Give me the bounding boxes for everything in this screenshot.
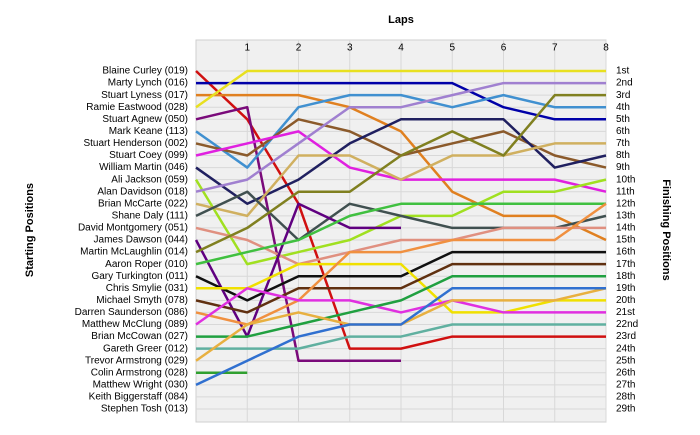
- start-label: Blaine Curley (019): [102, 66, 188, 77]
- start-label: Darren Saunderson (086): [75, 307, 188, 318]
- y-tick-label: 18th: [616, 271, 635, 282]
- start-label: Matthew McClung (089): [82, 319, 188, 330]
- start-label: Ali Jackson (059): [111, 174, 188, 185]
- driver-line: [195, 202, 607, 326]
- driver-line: [195, 287, 606, 386]
- x-tick-label: 1: [244, 43, 250, 54]
- start-label: David Montgomery (051): [78, 223, 188, 234]
- y-tick-label: 26th: [616, 367, 635, 378]
- start-label: Keith Biggerstaff (084): [89, 392, 188, 403]
- driver-line: [195, 93, 606, 169]
- y-tick-label: 19th: [616, 283, 635, 294]
- start-label: Brian McCarte (022): [98, 198, 188, 209]
- start-label: Stuart Agnew (050): [102, 114, 188, 125]
- y-tick-label: 15th: [616, 235, 635, 246]
- y-tick-label: 5th: [616, 114, 630, 125]
- x-tick-label: 7: [552, 43, 558, 54]
- y-tick-label: 6th: [616, 126, 630, 137]
- x-tick-label: 8: [603, 43, 609, 54]
- driver-line: [196, 262, 606, 314]
- driver-line: [195, 105, 401, 362]
- driver-line: [196, 93, 607, 242]
- start-label: Stuart Coey (099): [109, 150, 188, 161]
- start-label: Alan Davidson (018): [97, 186, 188, 197]
- y-tick-label: 27th: [616, 379, 635, 390]
- y-tick-label: 20th: [616, 295, 635, 306]
- start-label: James Dawson (044): [94, 235, 188, 246]
- x-tick-label: 2: [296, 43, 302, 54]
- y-tick-label: 1st: [616, 66, 630, 77]
- driver-line: [195, 69, 606, 109]
- x-tick-label: 5: [449, 43, 455, 54]
- y-tick-label: 7th: [616, 138, 630, 149]
- driver-line: [195, 93, 606, 254]
- start-label: Martin McLaughlin (014): [80, 247, 188, 258]
- y-tick-label: 25th: [616, 355, 635, 366]
- y-tick-label: 9th: [616, 162, 630, 173]
- start-label: Colin Armstrong (028): [91, 367, 188, 378]
- driver-line: [195, 81, 606, 193]
- y-tick-label: 12th: [616, 198, 635, 209]
- x-tick-label: 4: [398, 43, 404, 54]
- start-label: Michael Smyth (078): [96, 295, 188, 306]
- driver-line: [195, 202, 606, 266]
- chart-title: Laps: [388, 14, 414, 26]
- start-label: Stephen Tosh (013): [101, 404, 188, 415]
- start-label: Gary Turkington (011): [91, 271, 188, 282]
- y-axis-label-left: Starting Positions: [24, 183, 36, 277]
- start-label: William Martin (046): [99, 162, 188, 173]
- y-tick-label: 17th: [616, 259, 635, 270]
- y-tick-label: 21st: [616, 307, 635, 318]
- y-tick-label: 8th: [616, 150, 630, 161]
- y-tick-label: 11th: [616, 186, 635, 197]
- start-label: Trevor Armstrong (029): [85, 355, 188, 366]
- y-tick-label: 10th: [616, 174, 635, 185]
- start-label: Shane Daly (111): [112, 210, 188, 221]
- driver-line: [196, 323, 606, 350]
- driver-line: [194, 202, 401, 338]
- start-label: Matthew Wright (030): [93, 379, 188, 390]
- start-label: Stuart Henderson (002): [83, 138, 188, 149]
- start-label: Marty Lynch (016): [108, 78, 188, 89]
- y-tick-label: 24th: [616, 343, 635, 354]
- start-label: Stuart Lyness (017): [101, 90, 188, 101]
- start-label: Mark Keane (113): [109, 126, 188, 137]
- start-label: Chris Smylie (031): [106, 283, 188, 294]
- y-tick-label: 28th: [616, 392, 635, 403]
- y-tick-label: 16th: [616, 247, 635, 258]
- y-tick-label: 23rd: [616, 331, 636, 342]
- start-label: Brian McCowan (027): [91, 331, 188, 342]
- driver-line: [195, 287, 606, 326]
- y-tick-label: 2nd: [616, 78, 633, 89]
- x-tick-label: 3: [347, 43, 353, 54]
- start-label: Ramie Eastwood (028): [86, 102, 188, 113]
- y-axis-label-right: Finishing Positions: [660, 179, 672, 280]
- y-tick-label: 14th: [616, 223, 635, 234]
- y-tick-label: 4th: [616, 102, 630, 113]
- start-label: Gareth Greer (012): [103, 343, 188, 354]
- y-tick-label: 13th: [616, 210, 635, 221]
- driver-line: [196, 274, 606, 338]
- driver-line: [195, 262, 606, 314]
- start-label: Aaron Roper (010): [105, 259, 188, 270]
- y-tick-label: 22nd: [616, 319, 638, 330]
- y-tick-label: 3rd: [616, 90, 630, 101]
- y-tick-label: 29th: [616, 404, 635, 415]
- x-tick-label: 6: [501, 43, 507, 54]
- driver-line: [195, 142, 606, 218]
